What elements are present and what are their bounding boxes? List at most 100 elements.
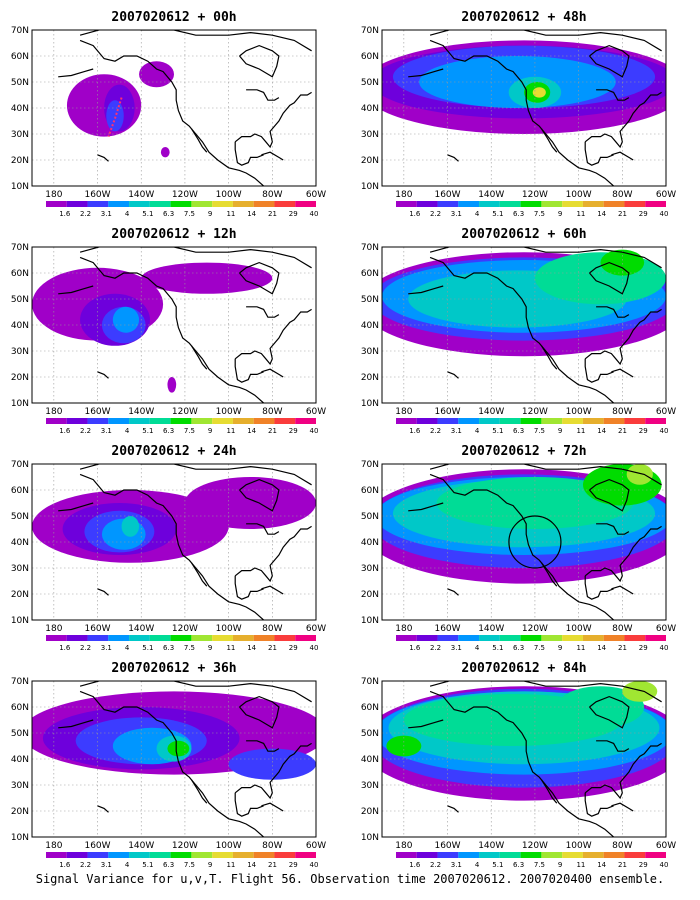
- colorbar-swatch: [603, 852, 625, 858]
- coastline: [261, 585, 284, 595]
- colorbar-label: 9: [208, 210, 212, 218]
- coastline: [234, 358, 264, 383]
- colorbar-label: 21: [618, 861, 627, 869]
- colorbar-swatch: [46, 201, 67, 207]
- colorbar-swatch: [274, 418, 296, 424]
- coastline: [584, 308, 662, 366]
- colorbar-label: 14: [247, 644, 256, 652]
- coastline: [97, 805, 109, 813]
- colorbar-label: 40: [310, 427, 319, 435]
- coastline: [246, 89, 280, 101]
- map-panel: 2007020612 + 36h 10N 20N 30N 40N 50N 60N 70N 180…: [11, 661, 326, 869]
- coastline: [584, 792, 614, 817]
- colorbar-swatch: [499, 852, 521, 858]
- latitude-label: 10N: [11, 399, 29, 409]
- colorbar-label: 11: [226, 644, 235, 652]
- colorbar-swatch: [396, 201, 417, 207]
- longitude-label: 80W: [262, 190, 282, 200]
- coastline: [79, 39, 264, 186]
- colorbar-swatch: [232, 635, 254, 641]
- colorbar-swatch: [87, 418, 109, 424]
- colorbar-swatch: [479, 201, 500, 207]
- colorbar-label: 3.1: [451, 427, 462, 435]
- coastline: [596, 89, 630, 101]
- colorbar-label: 11: [226, 427, 235, 435]
- colorbar-swatch: [253, 201, 275, 207]
- coastline: [79, 464, 312, 486]
- colorbar-swatch: [149, 852, 171, 858]
- colorbar-swatch: [437, 852, 459, 858]
- colorbar-label: 3.1: [451, 644, 462, 652]
- latitude-label: 10N: [361, 616, 379, 626]
- map-frame: [381, 463, 667, 621]
- colorbar-label: 2.2: [430, 861, 441, 869]
- latitude-label: 20N: [361, 590, 379, 600]
- coastline: [584, 141, 614, 166]
- colorbar-label: 1.6: [59, 861, 71, 869]
- latitude-label: 50N: [11, 512, 29, 522]
- latitude-label: 60N: [11, 486, 29, 496]
- longitude-label: 180: [45, 624, 62, 634]
- longitude-label: 80W: [262, 841, 282, 851]
- colorbar-label: 3.1: [451, 861, 462, 869]
- longitude-label: 120W: [522, 624, 548, 634]
- colorbar-swatch: [129, 852, 150, 858]
- variance-contour: [106, 100, 124, 132]
- longitude-label: 140W: [128, 407, 154, 417]
- colorbar-swatch: [437, 418, 459, 424]
- colorbar-swatch: [645, 635, 666, 641]
- latitude-label: 70N: [11, 677, 29, 687]
- latitude-label: 50N: [361, 512, 379, 522]
- latitude-label: 40N: [361, 755, 379, 765]
- colorbar-swatch: [562, 635, 583, 641]
- longitude-label: 80W: [612, 407, 632, 417]
- longitude-label: 100W: [566, 624, 592, 634]
- coastline: [58, 68, 94, 78]
- coastline: [540, 345, 558, 370]
- colorbar-swatch: [582, 852, 604, 858]
- latitude-label: 60N: [361, 703, 379, 713]
- longitude-label: 160W: [84, 407, 110, 417]
- colorbar-label: 29: [289, 644, 298, 652]
- longitude-label: 180: [45, 841, 62, 851]
- colorbar-swatch: [87, 635, 109, 641]
- colorbar-swatch: [87, 852, 109, 858]
- longitude-label: 100W: [216, 407, 242, 417]
- colorbar-label: 5.1: [492, 861, 503, 869]
- colorbar-label: 29: [639, 210, 648, 218]
- latitude-label: 40N: [11, 538, 29, 548]
- longitude-label: 140W: [478, 190, 504, 200]
- coastline: [611, 585, 634, 595]
- longitude-label: 180: [45, 190, 62, 200]
- colorbar-label: 3.1: [101, 210, 112, 218]
- colorbar-swatch: [66, 852, 88, 858]
- map-frame: [31, 463, 317, 621]
- longitude-label: 60W: [656, 407, 676, 417]
- colorbar-label: 21: [268, 210, 277, 218]
- colorbar-label: 5.1: [142, 644, 153, 652]
- longitude-label: 100W: [216, 624, 242, 634]
- colorbar-swatch: [191, 418, 213, 424]
- colorbar-swatch: [129, 418, 150, 424]
- coastline: [234, 742, 312, 800]
- latitude-label: 60N: [11, 269, 29, 279]
- colorbar-label: 4: [475, 210, 480, 218]
- colorbar-label: 4: [475, 427, 480, 435]
- longitude-label: 60W: [306, 841, 326, 851]
- colorbar-swatch: [458, 635, 480, 641]
- colorbar-swatch: [149, 635, 171, 641]
- coastline: [584, 575, 614, 600]
- colorbar-swatch: [295, 852, 316, 858]
- coastline: [429, 690, 614, 837]
- longitude-label: 140W: [478, 407, 504, 417]
- colorbar-swatch: [232, 201, 254, 207]
- colorbar-label: 4: [125, 644, 130, 652]
- map-panel: 2007020612 + 24h 10N 20N 30N 40N 50N 60N 70N 180…: [11, 444, 326, 652]
- coastline: [246, 306, 280, 318]
- coastline: [429, 464, 662, 486]
- colorbar-swatch: [520, 201, 542, 207]
- colorbar-swatch: [87, 201, 109, 207]
- colorbar-swatch: [458, 852, 480, 858]
- latitude-label: 50N: [361, 78, 379, 88]
